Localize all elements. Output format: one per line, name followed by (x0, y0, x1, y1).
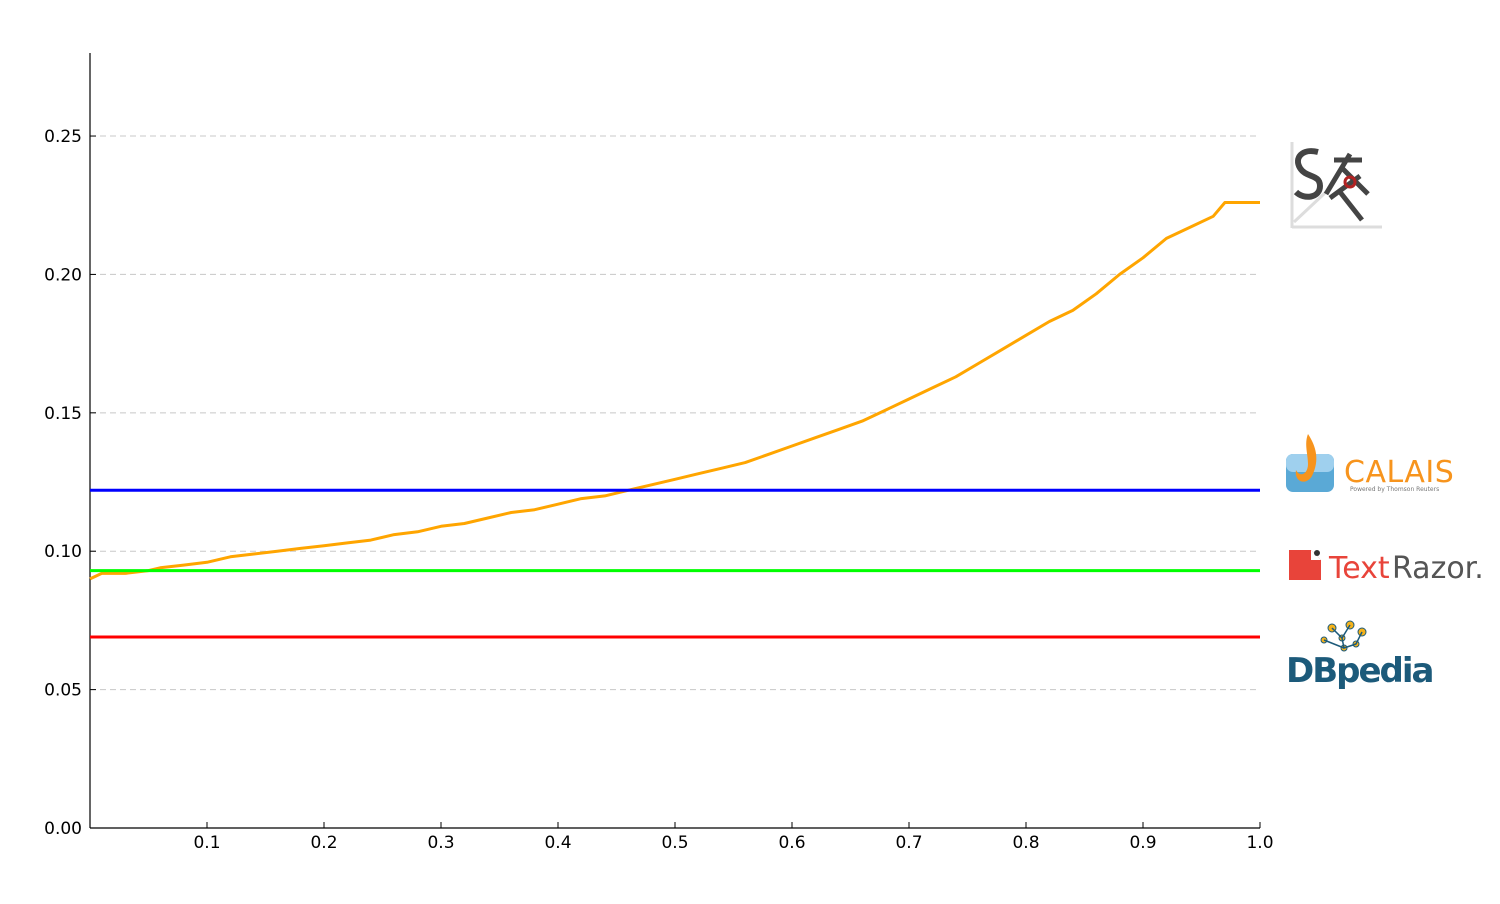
x-tick-label: 0.1 (193, 833, 220, 853)
x-tick-label: 0.7 (895, 833, 922, 853)
grid-lines (90, 135, 1260, 691)
axes (89, 53, 1260, 829)
y-tick-label: 0.00 (44, 819, 82, 839)
x-tick-label: 1.0 (1246, 833, 1273, 853)
ticks: 0.00 0.05 0.10 0.15 0.20 0.25 0.1 0.2 0.3 0.4 0.5 0… (44, 127, 1273, 853)
y-tick-label: 0.25 (44, 127, 82, 147)
textrazor-logo-text-a: Text (1328, 551, 1390, 586)
y-tick-label: 0.15 (44, 404, 82, 424)
textrazor-logo-text-b: Razor. (1392, 551, 1484, 586)
x-tick-label: 0.4 (544, 833, 571, 853)
series-lines (89, 201, 1260, 639)
calais-logo-icon: CALAIS Powered by Thomson Reuters (1286, 434, 1454, 493)
y-tick-label: 0.20 (44, 265, 82, 285)
x-tick-label: 0.9 (1129, 833, 1156, 853)
x-tick-label: 0.5 (661, 833, 688, 853)
series-line-0 (89, 201, 1260, 581)
dbpedia-logo-text: DBpedia (1286, 651, 1433, 691)
x-tick-label: 0.6 (778, 833, 805, 853)
sk-logo-icon (1290, 140, 1382, 229)
x-tick-label: 0.3 (427, 833, 454, 853)
textrazor-logo-icon: Text Razor. (1289, 550, 1484, 586)
calais-logo-subtext: Powered by Thomson Reuters (1350, 486, 1439, 493)
x-tick-label: 0.2 (310, 833, 337, 853)
dbpedia-logo-icon: DBpedia (1286, 620, 1435, 691)
legend: CALAIS Powered by Thomson Reuters Text R… (1286, 140, 1484, 691)
x-tick-label: 0.8 (1012, 833, 1039, 853)
calais-logo-text: CALAIS (1344, 455, 1454, 490)
y-tick-label: 0.10 (44, 542, 82, 562)
y-tick-label: 0.05 (44, 681, 82, 701)
